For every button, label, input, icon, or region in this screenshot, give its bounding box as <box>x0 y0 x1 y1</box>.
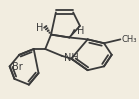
Text: CH₃: CH₃ <box>121 35 137 44</box>
Text: Br: Br <box>12 62 23 72</box>
Text: H: H <box>77 26 84 36</box>
Text: H: H <box>36 23 43 33</box>
Polygon shape <box>69 29 76 37</box>
Text: NH: NH <box>64 53 78 63</box>
